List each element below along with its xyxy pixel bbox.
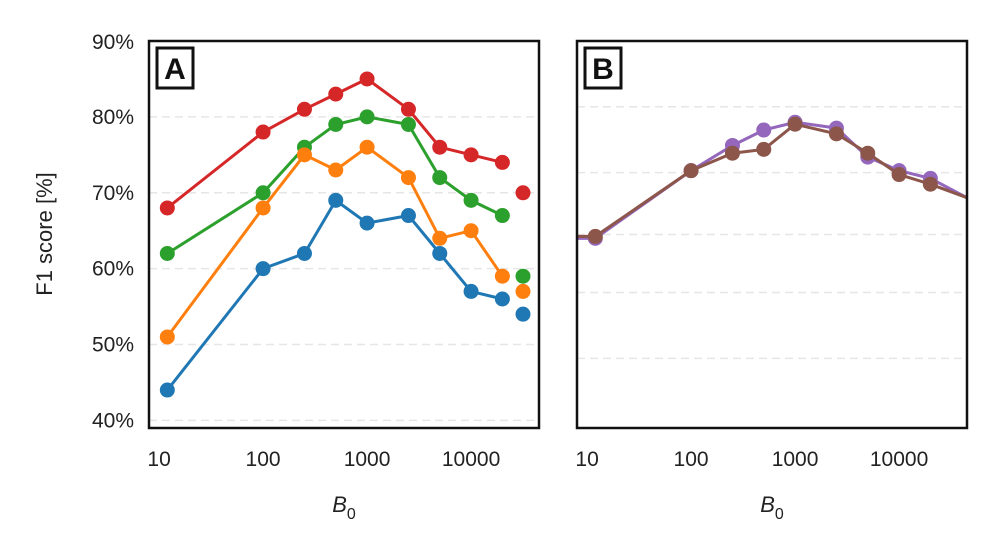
panel-a-data-point bbox=[255, 200, 271, 216]
panel-b-x-ticks: 10 100 1000 10000 bbox=[575, 448, 928, 471]
panel-a-data-point bbox=[159, 200, 175, 216]
panel-a-data-point bbox=[159, 329, 175, 345]
panel-a-data-point bbox=[432, 170, 448, 186]
panel-a-series-line bbox=[166, 115, 504, 255]
panel-b-series-line bbox=[577, 120, 968, 240]
panel-b-data-point bbox=[756, 122, 772, 138]
panel-b-data-point bbox=[683, 163, 699, 179]
panel-a-y-ticks: 40% 50% 60% 70% 80% 90% bbox=[92, 31, 134, 432]
panel-a-data-point bbox=[494, 208, 510, 224]
panel-a-x-tick-label: 100 bbox=[246, 448, 281, 471]
panel-a-x-axis-label: B0 bbox=[332, 492, 356, 523]
panel-a-data-point bbox=[463, 223, 479, 239]
panel-a-data-point bbox=[255, 185, 271, 201]
panel-a-x-tick-label: 10 bbox=[147, 448, 170, 471]
panel-b-data-point bbox=[756, 141, 772, 157]
panel-a-data-point bbox=[328, 192, 344, 208]
panel-a-data-point bbox=[159, 382, 175, 398]
panel-a-data-point bbox=[328, 116, 344, 132]
panel-a-data-point bbox=[359, 215, 375, 231]
panel-a-data-point bbox=[255, 261, 271, 277]
panel-a-data-point bbox=[359, 109, 375, 125]
panel-b-data-point bbox=[891, 167, 907, 183]
panel-a-x-axis-label-base: B bbox=[332, 492, 347, 517]
panel-a-data-point bbox=[159, 245, 175, 261]
panel-a-data-point bbox=[296, 147, 312, 163]
panel-a-data-point bbox=[494, 291, 510, 307]
panel-a-series bbox=[159, 71, 510, 398]
panel-b-data-point bbox=[587, 228, 603, 244]
panel-b-data-point bbox=[724, 145, 740, 161]
panel-a-x-tick-label: 10000 bbox=[442, 448, 500, 471]
panel-a-data-point bbox=[328, 162, 344, 178]
panel-b-x-tick-label: 1000 bbox=[772, 448, 819, 471]
panel-a-data-point bbox=[432, 139, 448, 155]
panel-b-x-axis-label-sub: 0 bbox=[775, 506, 784, 523]
panel-a-grid bbox=[149, 116, 539, 422]
panel-b-frame bbox=[575, 39, 969, 430]
panel-b-tag-box bbox=[583, 46, 623, 90]
panel-a-extra-point bbox=[515, 185, 531, 201]
panel-b-x-tick-label: 10 bbox=[575, 448, 598, 471]
panel-a-y-tick-label: 50% bbox=[92, 334, 134, 357]
panel-a-x-axis-label-sub: 0 bbox=[347, 506, 356, 523]
panel-b-data-point bbox=[860, 145, 876, 161]
panel-a-y-tick-label: 60% bbox=[92, 258, 134, 281]
panel-a-series-line bbox=[166, 198, 503, 392]
panel-b-grid bbox=[577, 106, 967, 360]
panel-a-data-point bbox=[400, 101, 416, 117]
panel-a-extra-point bbox=[515, 268, 531, 284]
panel-b-x-axis-label: B0 bbox=[760, 492, 784, 523]
panel-a-data-point bbox=[359, 139, 375, 155]
panel-a-extra-point bbox=[515, 306, 531, 322]
panel-a-data-point bbox=[296, 245, 312, 261]
panel-a-y-tick-label: 70% bbox=[92, 182, 134, 205]
panel-a: 40% 50% 60% 70% 80% 90% 10 100 1000 10000 A F1 s… bbox=[32, 31, 541, 523]
panel-a-data-point bbox=[328, 86, 344, 102]
panel-a-tag-box bbox=[155, 46, 195, 90]
panel-b-series-line bbox=[577, 122, 968, 238]
panel-a-x-ticks: 10 100 1000 10000 bbox=[147, 448, 500, 471]
panel-a-data-point bbox=[432, 230, 448, 246]
panel-a-data-point bbox=[400, 170, 416, 186]
panel-a-y-tick-label: 90% bbox=[92, 31, 134, 54]
panel-b-series bbox=[577, 114, 968, 246]
panel-a-data-point bbox=[432, 245, 448, 261]
panel-a-data-point bbox=[463, 192, 479, 208]
panel-a-data-point bbox=[463, 283, 479, 299]
panel-a-data-point bbox=[400, 208, 416, 224]
panel-a-data-point bbox=[494, 154, 510, 170]
panel-a-data-point bbox=[359, 71, 375, 87]
panel-b-data-point bbox=[787, 116, 803, 132]
panel-a-data-point bbox=[494, 268, 510, 284]
panel-a-extra-points bbox=[515, 185, 531, 322]
panel-a-y-tick-label: 40% bbox=[92, 409, 134, 432]
panel-b-data-point bbox=[828, 126, 844, 142]
panel-b-x-tick-label: 100 bbox=[674, 448, 709, 471]
panel-b-x-tick-label: 10000 bbox=[870, 448, 928, 471]
panel-a-extra-point bbox=[515, 283, 531, 299]
panel-b-x-axis-label-base: B bbox=[760, 492, 775, 517]
panel-a-data-point bbox=[400, 116, 416, 132]
panel-a-tag: A bbox=[164, 53, 186, 86]
panel-a-data-point bbox=[463, 147, 479, 163]
panel-a-y-axis-label: F1 score [%] bbox=[32, 172, 57, 295]
panel-b-data-point bbox=[922, 176, 938, 192]
panel-a-data-point bbox=[255, 124, 271, 140]
panel-b-tag: B bbox=[592, 53, 614, 86]
panel-a-data-point bbox=[296, 101, 312, 117]
panel-a-frame bbox=[147, 39, 541, 430]
panel-b: 10 100 1000 10000 B B0 bbox=[575, 39, 969, 523]
panel-a-y-tick-label: 80% bbox=[92, 106, 134, 129]
panel-a-x-tick-label: 1000 bbox=[344, 448, 391, 471]
